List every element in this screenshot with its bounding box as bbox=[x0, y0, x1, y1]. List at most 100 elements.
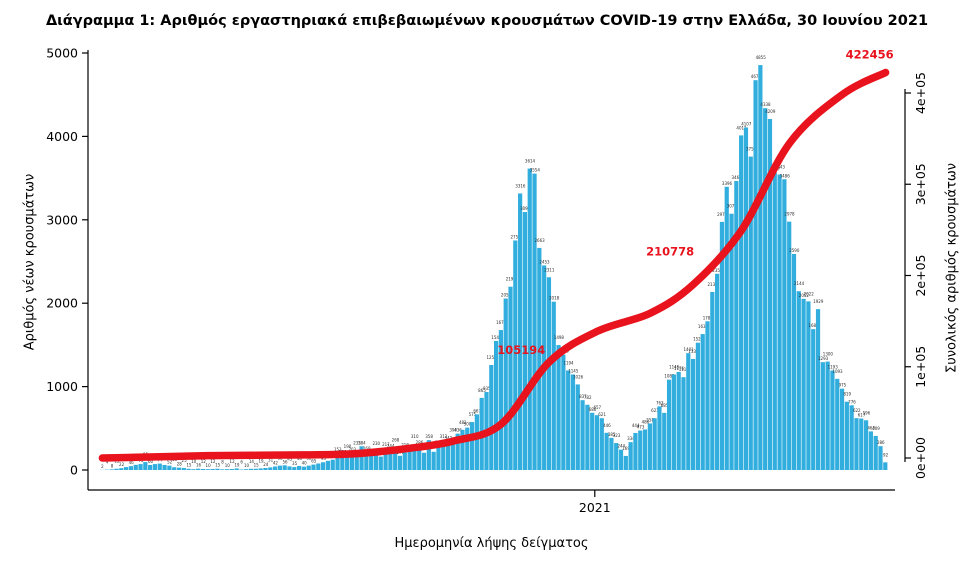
bar bbox=[743, 127, 749, 470]
bar bbox=[835, 378, 840, 470]
bar bbox=[863, 420, 869, 470]
bar bbox=[196, 468, 201, 470]
bar-label: 10 bbox=[244, 463, 250, 468]
bar bbox=[609, 437, 614, 470]
annotation-label: 210778 bbox=[646, 245, 694, 259]
bar-label: 358 bbox=[425, 434, 433, 439]
bar bbox=[148, 465, 153, 470]
bar bbox=[666, 379, 672, 470]
bar-label: 31 bbox=[268, 457, 274, 462]
bar-label: 10 bbox=[225, 463, 231, 468]
bar bbox=[277, 465, 282, 470]
bar bbox=[849, 405, 854, 470]
bar bbox=[393, 447, 398, 470]
y-axis-right-tick-label: 2e+05 bbox=[913, 254, 928, 296]
bar bbox=[301, 466, 306, 470]
bar-label: 1145 bbox=[568, 369, 579, 374]
bar-label: 10 bbox=[191, 459, 197, 464]
bar bbox=[561, 354, 566, 470]
bar bbox=[191, 469, 196, 470]
bar-label: 3758 bbox=[746, 147, 757, 152]
bar-label: 2198 bbox=[506, 277, 517, 282]
bar-label: 436 bbox=[454, 428, 462, 433]
bar bbox=[143, 462, 148, 470]
bar bbox=[570, 374, 576, 470]
bar bbox=[369, 455, 374, 470]
bar bbox=[671, 374, 676, 470]
bar-label: 14 bbox=[249, 459, 255, 464]
y-axis-left-title: Αριθμός νέων κρουσμάτων bbox=[22, 173, 38, 351]
bar bbox=[268, 467, 273, 470]
bar bbox=[445, 441, 451, 470]
bar bbox=[873, 435, 878, 470]
bar bbox=[354, 450, 359, 470]
bar-label: 2 bbox=[101, 464, 104, 469]
bar bbox=[614, 443, 619, 470]
bar bbox=[186, 468, 191, 470]
bar-label: 1783 bbox=[703, 315, 714, 320]
bar-label: 975 bbox=[839, 383, 847, 388]
bar bbox=[724, 186, 729, 470]
bar-label: 617 bbox=[858, 413, 866, 418]
bar bbox=[878, 446, 883, 470]
bar bbox=[782, 179, 787, 470]
bar bbox=[167, 465, 172, 470]
bar bbox=[426, 440, 431, 470]
bar-label: 1026 bbox=[573, 374, 584, 379]
bar bbox=[522, 212, 528, 471]
bar bbox=[244, 469, 249, 470]
bar-label: 3554 bbox=[530, 168, 541, 173]
bar bbox=[695, 342, 700, 470]
bar bbox=[215, 468, 220, 470]
bar-label: 92 bbox=[883, 452, 889, 457]
bar-label: 2353 bbox=[712, 268, 723, 273]
bar bbox=[705, 321, 710, 470]
bar bbox=[686, 353, 691, 470]
y-axis-right-tick-label: 3e+05 bbox=[913, 163, 928, 205]
bar bbox=[787, 221, 792, 470]
bar-label: 1259 bbox=[487, 355, 498, 360]
bar bbox=[537, 247, 542, 470]
bar-label: 22 bbox=[119, 462, 125, 467]
bar bbox=[205, 469, 210, 470]
bar-label: 28 bbox=[177, 462, 183, 467]
bar-label: 444 bbox=[632, 423, 640, 428]
bar-label: 4674 bbox=[751, 74, 762, 79]
cumulative-line bbox=[98, 68, 890, 462]
bar bbox=[402, 452, 407, 470]
bar bbox=[306, 465, 311, 470]
bar bbox=[128, 466, 134, 470]
bar bbox=[282, 465, 287, 470]
bar bbox=[618, 449, 624, 470]
bar bbox=[239, 469, 244, 470]
bar bbox=[460, 429, 465, 470]
bar bbox=[662, 412, 667, 470]
bar-label: 3465 bbox=[732, 175, 743, 180]
bar-label: 286 bbox=[416, 440, 424, 445]
bar-label: 3316 bbox=[515, 183, 526, 188]
bar bbox=[734, 181, 739, 470]
bar-label: 2052 bbox=[799, 293, 810, 298]
bar bbox=[200, 469, 206, 470]
bar-label: 12 bbox=[230, 459, 236, 464]
bar-label: 4 bbox=[106, 460, 109, 465]
bar-label: 2978 bbox=[784, 212, 795, 217]
bar-label: 12 bbox=[201, 459, 207, 464]
bar-label: 15 bbox=[254, 463, 260, 468]
bar bbox=[489, 365, 494, 470]
bar bbox=[330, 459, 335, 470]
bar bbox=[657, 406, 662, 470]
bar bbox=[436, 446, 441, 470]
bar-label: 482 bbox=[459, 420, 467, 425]
y-axis-right-tick-label: 0e+00 bbox=[913, 437, 928, 479]
bar-label: 15 bbox=[186, 463, 192, 468]
bar-label: 284 bbox=[358, 440, 366, 445]
bar bbox=[469, 422, 475, 470]
bar bbox=[739, 135, 744, 470]
bar-label: 323 bbox=[613, 433, 621, 438]
bar bbox=[719, 221, 725, 470]
bar-label: 42 bbox=[273, 461, 279, 466]
x-axis-tick-label: 2021 bbox=[579, 500, 611, 515]
bar bbox=[272, 466, 278, 470]
bar-label: 446 bbox=[603, 423, 611, 428]
